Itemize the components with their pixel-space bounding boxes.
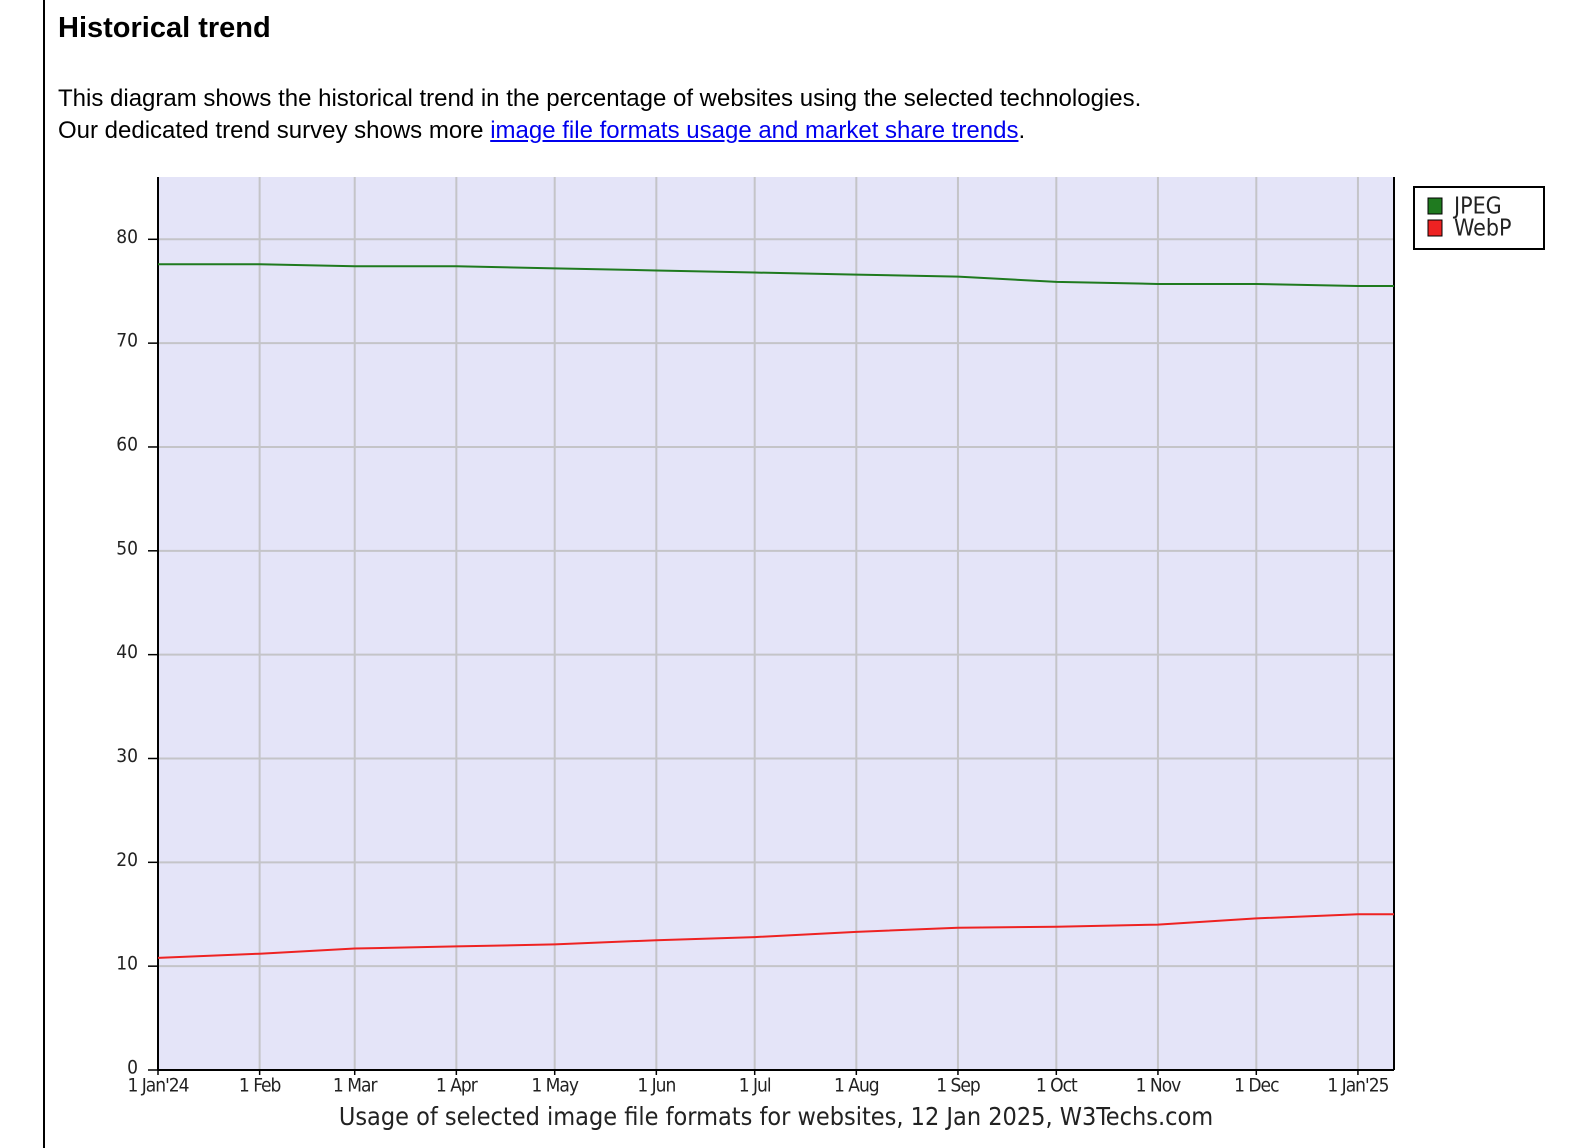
legend-label: JPEG bbox=[1452, 194, 1502, 220]
x-tick-label: 1 Jun bbox=[637, 1075, 675, 1097]
x-tick-label: 1 Nov bbox=[1136, 1075, 1182, 1097]
y-tick-label: 80 bbox=[116, 226, 138, 248]
caption: Usage of selected image file formats for… bbox=[339, 1102, 1213, 1131]
plot-area bbox=[158, 177, 1394, 1070]
y-tick-label: 0 bbox=[127, 1057, 138, 1079]
text: Our dedicated trend survey shows more bbox=[58, 117, 484, 144]
link[interactable]: image file formats usage and market shar… bbox=[490, 117, 1019, 144]
x-tick-label: 1 Feb bbox=[239, 1075, 281, 1097]
x-tick-label: 1 Sep bbox=[936, 1075, 980, 1097]
legend-box bbox=[1413, 186, 1545, 250]
x-tick-label: 1 Aug bbox=[834, 1075, 879, 1097]
y-tick-label: 30 bbox=[116, 745, 138, 767]
y-tick-label: 60 bbox=[116, 433, 138, 455]
x-tick-label: 1 May bbox=[531, 1075, 579, 1097]
x-tick-label: 1 Jan'24 bbox=[127, 1075, 188, 1097]
x-tick-label: 1 Apr bbox=[436, 1075, 479, 1097]
description: Our dedicated trend survey shows more im… bbox=[58, 117, 1025, 145]
x-tick-label: 1 Jan'25 bbox=[1327, 1075, 1388, 1097]
title: Historical trend bbox=[58, 12, 271, 44]
x-tick-label: 1 Dec bbox=[1234, 1075, 1279, 1097]
y-tick-label: 50 bbox=[116, 537, 138, 559]
x-tick-label: 1 Mar bbox=[333, 1075, 379, 1097]
y-tick-label: 10 bbox=[116, 953, 138, 975]
text: . bbox=[1018, 117, 1026, 144]
y-tick-label: 70 bbox=[116, 330, 138, 352]
description: This diagram shows the historical trend … bbox=[58, 85, 1142, 112]
legend-swatch bbox=[1427, 197, 1443, 215]
series-line bbox=[157, 913, 1394, 959]
y-tick-label: 40 bbox=[116, 641, 138, 663]
legend-label: WebP bbox=[1454, 216, 1511, 242]
x-tick-label: 1 Oct bbox=[1036, 1075, 1078, 1097]
x-tick-label: 1 Jul bbox=[739, 1075, 771, 1097]
y-tick-label: 20 bbox=[116, 849, 138, 871]
series-line bbox=[158, 263, 1394, 288]
legend-swatch bbox=[1427, 219, 1443, 237]
